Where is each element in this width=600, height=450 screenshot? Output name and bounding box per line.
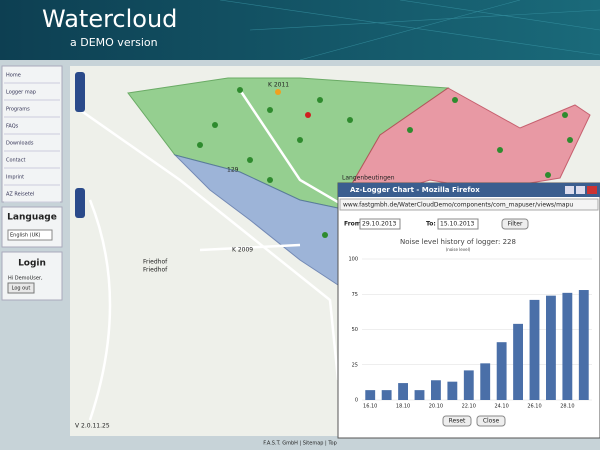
bar bbox=[398, 383, 408, 400]
popup-titlebar bbox=[338, 183, 600, 197]
bar bbox=[480, 363, 491, 400]
language-title: Language bbox=[7, 213, 57, 223]
login-title: Login bbox=[18, 259, 46, 269]
map-label: Langenbeutingen bbox=[342, 175, 395, 182]
popup-title: Az-Logger Chart - Mozilla Firefox bbox=[350, 186, 480, 194]
bar bbox=[529, 299, 540, 400]
x-tick-label: 18.10 bbox=[396, 404, 410, 410]
footer: F.A.S.T. GmbH | Sitemap | Top bbox=[263, 441, 337, 447]
url: www.fastgmbh.de/WaterCloudDemo/component… bbox=[343, 202, 573, 209]
version: V 2.0.11.25 bbox=[75, 423, 110, 430]
language-value: English (UK) bbox=[10, 233, 41, 239]
url-bar bbox=[339, 198, 599, 211]
bar bbox=[513, 323, 523, 400]
chart-subtitle: (noise level) bbox=[446, 247, 471, 252]
minimize[interactable] bbox=[565, 186, 574, 194]
y-tick-label: 75 bbox=[352, 292, 358, 298]
header-pattern bbox=[219, 0, 600, 61]
menu-item[interactable]: Logger map bbox=[6, 90, 36, 96]
chart-title: Noise level history of logger: 228 bbox=[400, 238, 516, 246]
x-tick-label: 26.10 bbox=[527, 404, 541, 410]
reset-button[interactable] bbox=[442, 415, 472, 427]
logger-alarm bbox=[305, 112, 311, 118]
to-label: To: bbox=[426, 221, 436, 228]
y-tick-label: 100 bbox=[348, 257, 358, 263]
header bbox=[0, 0, 600, 60]
login-greeting: Hi DemoUser, bbox=[8, 276, 43, 282]
maximize[interactable] bbox=[576, 186, 585, 194]
bar bbox=[496, 342, 507, 400]
x-tick-label: 16.10 bbox=[363, 404, 377, 410]
map-label: K 2009 bbox=[232, 247, 253, 254]
x-tick-label: 20.10 bbox=[429, 404, 443, 410]
bar bbox=[463, 370, 474, 400]
bar bbox=[431, 380, 441, 400]
filter-button[interactable] bbox=[501, 218, 529, 230]
from-label: From: bbox=[344, 221, 363, 228]
bar bbox=[447, 381, 458, 400]
layer-control[interactable] bbox=[75, 188, 85, 218]
bar bbox=[414, 390, 425, 400]
bar bbox=[546, 295, 556, 400]
to-value: 15.10.2013 bbox=[440, 221, 475, 228]
language-select[interactable] bbox=[7, 229, 53, 241]
zoom-control[interactable] bbox=[75, 72, 85, 112]
menu-item[interactable]: Contact bbox=[6, 158, 25, 164]
menu-item[interactable]: Downloads bbox=[6, 141, 34, 147]
x-tick-label: 28.10 bbox=[560, 404, 574, 410]
y-tick-label: 50 bbox=[352, 327, 358, 333]
menu-item[interactable]: AZ Reisetel bbox=[6, 192, 34, 198]
map-label: K 2011 bbox=[268, 82, 289, 89]
to-input[interactable] bbox=[437, 218, 479, 230]
from-value: 29.10.2013 bbox=[362, 221, 397, 228]
logout-button[interactable] bbox=[7, 282, 35, 294]
bar bbox=[381, 390, 392, 400]
x-tick-label: 22.10 bbox=[462, 404, 476, 410]
x-tick-label: 24.10 bbox=[494, 404, 508, 410]
reset-label: Reset bbox=[449, 418, 466, 425]
map-label: 129 bbox=[227, 167, 239, 174]
from-input[interactable] bbox=[359, 218, 401, 230]
map-label: Friedhof bbox=[143, 267, 168, 274]
filter-label: Filter bbox=[508, 221, 523, 228]
bar bbox=[578, 290, 589, 400]
map-label: Friedhof bbox=[143, 259, 168, 266]
menu-item[interactable]: Home bbox=[6, 73, 21, 79]
bar bbox=[365, 390, 376, 400]
site-subtitle: a DEMO version bbox=[70, 36, 158, 49]
y-tick-label: 0 bbox=[355, 398, 358, 404]
logout-label: Log out bbox=[12, 286, 31, 292]
loggers bbox=[197, 87, 573, 238]
menu-item[interactable]: Programs bbox=[6, 107, 30, 113]
menu-item[interactable]: FAQs bbox=[6, 124, 19, 130]
chart: 0 25 50 75 100 16.10 18.10 20.10 22.10 24.10 26.10… bbox=[348, 257, 592, 410]
close-label: Close bbox=[483, 418, 500, 425]
menu-item[interactable]: Imprint bbox=[6, 175, 24, 181]
y-tick-label: 25 bbox=[352, 362, 358, 368]
close-button[interactable] bbox=[476, 415, 506, 427]
logger-warn bbox=[275, 89, 281, 95]
bar bbox=[562, 292, 573, 400]
close-window[interactable] bbox=[587, 186, 597, 194]
site-title: Watercloud bbox=[42, 5, 177, 33]
